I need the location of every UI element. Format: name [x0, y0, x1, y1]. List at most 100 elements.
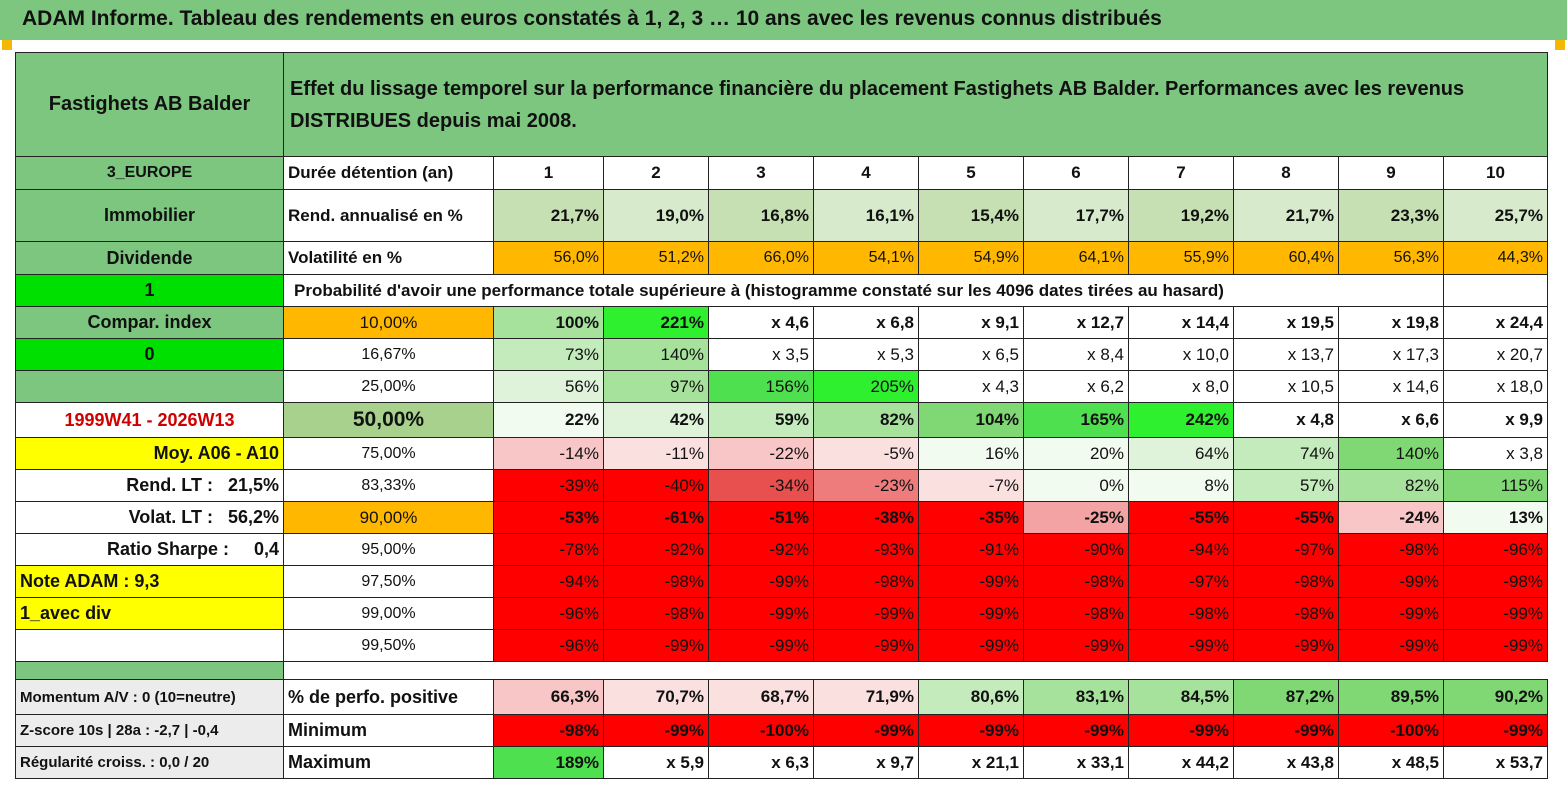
- region-label: 3_EUROPE: [15, 156, 284, 190]
- maximum-label: Maximum: [283, 746, 494, 779]
- probability-value: 115%: [1443, 469, 1548, 502]
- probability-value: -99%: [918, 597, 1024, 630]
- table-row: Rend. LT : 21,5% 83,33% -39% -40% -34% -23% -7…: [15, 469, 1548, 502]
- probability-threshold: 83,33%: [283, 469, 494, 502]
- probability-value: 156%: [708, 370, 814, 403]
- probability-value: 97%: [603, 370, 709, 403]
- probability-value: x 17,3: [1338, 338, 1444, 371]
- probability-value: -23%: [813, 469, 919, 502]
- momentum-label: Momentum A/V : 0 (10=neutre): [15, 679, 284, 715]
- maximum-value: x 6,3: [708, 746, 814, 779]
- table-row: Momentum A/V : 0 (10=neutre)% de perfo. …: [15, 679, 1548, 715]
- probability-value: 73%: [493, 338, 604, 371]
- probability-value: x 14,4: [1128, 306, 1234, 339]
- probability-value: x 4,6: [708, 306, 814, 339]
- probability-value: -55%: [1128, 501, 1234, 534]
- probability-value: -39%: [493, 469, 604, 502]
- duration-year: 7: [1128, 156, 1234, 190]
- probability-value: -78%: [493, 533, 604, 566]
- table-row: 1999W41 - 2026W13 50,00% 22% 42% 59% 82% 104% 1…: [15, 402, 1548, 438]
- probability-value: 242%: [1128, 402, 1234, 438]
- maximum-value: 189%: [493, 746, 604, 779]
- probability-value: 140%: [1338, 437, 1444, 470]
- compar-index-label: Compar. index: [15, 306, 284, 339]
- probability-threshold: 99,00%: [283, 597, 494, 630]
- maximum-value: x 33,1: [1023, 746, 1129, 779]
- probability-threshold: 75,00%: [283, 437, 494, 470]
- probability-value: 22%: [493, 402, 604, 438]
- probability-value: -99%: [1128, 629, 1234, 662]
- probability-value: x 18,0: [1443, 370, 1548, 403]
- probability-value: -97%: [1128, 565, 1234, 598]
- table-row: 0 16,67% 73% 140% x 3,5 x 5,3 x 6,5 x 8,4 x 10,0…: [15, 338, 1548, 371]
- probability-value: x 3,5: [708, 338, 814, 371]
- probability-value: x 6,2: [1023, 370, 1129, 403]
- probability-value: -96%: [1443, 533, 1548, 566]
- probability-value: -98%: [1023, 565, 1129, 598]
- positive-perf-value: 83,1%: [1023, 679, 1129, 715]
- positive-perf-value: 90,2%: [1443, 679, 1548, 715]
- minimum-value: -99%: [1443, 714, 1548, 747]
- probability-value: -98%: [1128, 597, 1234, 630]
- table-body: Fastighets AB Balder Effet du lissage te…: [15, 52, 1548, 779]
- probability-value: -22%: [708, 437, 814, 470]
- probability-value: -99%: [918, 629, 1024, 662]
- probability-value: -98%: [813, 565, 919, 598]
- table-row: 25,00% 56% 97% 156% 205% x 4,3 x 6,2 x 8,0 x 10,…: [15, 370, 1548, 403]
- probability-threshold: 95,00%: [283, 533, 494, 566]
- positive-perf-value: 89,5%: [1338, 679, 1444, 715]
- duration-header-label: Durée détention (an): [283, 156, 494, 190]
- vol-value: 55,9%: [1128, 241, 1234, 275]
- rend-value: 21,7%: [493, 189, 604, 242]
- probability-value: x 24,4: [1443, 306, 1548, 339]
- probability-value: 64%: [1128, 437, 1234, 470]
- probability-value: x 12,7: [1023, 306, 1129, 339]
- probability-threshold: 16,67%: [283, 338, 494, 371]
- rend-value: 16,8%: [708, 189, 814, 242]
- note-adam-label: Note ADAM : 9,3: [15, 565, 284, 598]
- probability-value: 205%: [813, 370, 919, 403]
- vol-value: 54,9%: [918, 241, 1024, 275]
- fund-name: Fastighets AB Balder: [15, 52, 284, 157]
- rend-label: Rend. annualisé en %: [283, 189, 494, 242]
- probability-value: 104%: [918, 402, 1024, 438]
- probability-value: 165%: [1023, 402, 1129, 438]
- table-row: Régularité croiss. : 0,0 / 20 Maximum 189%…: [15, 746, 1548, 779]
- title-bar: [0, 0, 1567, 40]
- empty-cell: [1443, 274, 1548, 307]
- probability-value: -11%: [603, 437, 709, 470]
- probability-value: 0%: [1023, 469, 1129, 502]
- probability-value: -96%: [493, 597, 604, 630]
- probability-value: 8%: [1128, 469, 1234, 502]
- maximum-value: x 48,5: [1338, 746, 1444, 779]
- probability-value: -99%: [708, 629, 814, 662]
- minimum-value: -99%: [918, 714, 1024, 747]
- table-row: [15, 661, 1548, 680]
- rend-value: 15,4%: [918, 189, 1024, 242]
- probability-value: -24%: [1338, 501, 1444, 534]
- empty-green-cell: [15, 370, 284, 403]
- probability-value: 221%: [603, 306, 709, 339]
- duration-year: 9: [1338, 156, 1444, 190]
- duration-year: 6: [1023, 156, 1129, 190]
- probability-title: Probabilité d'avoir une performance tota…: [283, 274, 1444, 307]
- income-type-label: Dividende: [15, 241, 284, 275]
- maximum-value: x 5,9: [603, 746, 709, 779]
- maximum-value: x 21,1: [918, 746, 1024, 779]
- minimum-value: -99%: [1128, 714, 1234, 747]
- probability-value: -98%: [1233, 597, 1339, 630]
- positive-perf-value: 66,3%: [493, 679, 604, 715]
- rend-value: 23,3%: [1338, 189, 1444, 242]
- minimum-value: -100%: [708, 714, 814, 747]
- probability-value: x 10,5: [1233, 370, 1339, 403]
- probability-value: -55%: [1233, 501, 1339, 534]
- table-row: 3_EUROPE Durée détention (an) 1 2 3 4 5 6 7 8 9 10: [15, 156, 1548, 190]
- probability-value: x 10,0: [1128, 338, 1234, 371]
- minimum-value: -98%: [493, 714, 604, 747]
- probability-value: 82%: [813, 402, 919, 438]
- probability-value: -90%: [1023, 533, 1129, 566]
- probability-value: -25%: [1023, 501, 1129, 534]
- probability-value: 20%: [1023, 437, 1129, 470]
- report-title: ADAM Informe. Tableau des rendements en …: [22, 7, 1162, 30]
- probability-value: -14%: [493, 437, 604, 470]
